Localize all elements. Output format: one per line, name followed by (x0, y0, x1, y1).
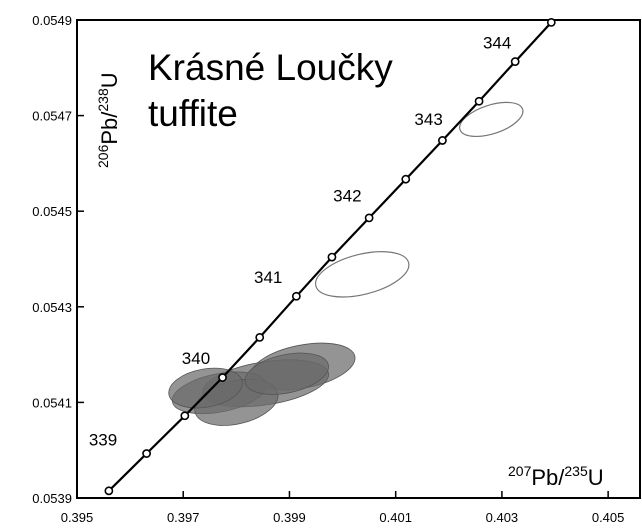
concordia-age-marker (548, 19, 555, 26)
x-axis-label: 207Pb/235U (508, 463, 604, 490)
age-label: 340 (182, 349, 210, 368)
x-tick-label: 0.401 (379, 510, 412, 525)
concordia-age-marker (105, 487, 112, 494)
x-tick-label: 0.395 (61, 510, 94, 525)
error-ellipses (166, 96, 527, 433)
y-tick-label: 0.0539 (32, 491, 72, 506)
concordia-age-marker (219, 374, 226, 381)
concordia-age-marker (181, 412, 188, 419)
concordia-age-marker (293, 293, 300, 300)
concordia-age-marker (439, 137, 446, 144)
plot-frame (77, 20, 640, 498)
y-tick-label: 0.0543 (32, 300, 72, 315)
x-tick-label: 0.405 (592, 510, 625, 525)
y-tick-label: 0.0545 (32, 204, 72, 219)
y-tick-label: 0.0549 (32, 13, 72, 28)
x-tick-label: 0.397 (167, 510, 200, 525)
axis-ticks: 0.395 0.397 0.399 0.401 0.403 0.405 0.0539 0.05… (32, 13, 624, 525)
y-axis-label: 206Pb/238U (95, 72, 122, 168)
age-label: 344 (483, 34, 511, 53)
open-error-ellipse (311, 243, 413, 305)
y-tick-label: 0.0547 (32, 109, 72, 124)
concordia-age-marker (512, 58, 519, 65)
age-label: 339 (89, 430, 117, 449)
age-label: 343 (414, 110, 442, 129)
concordia-age-marker (143, 450, 150, 457)
concordia-age-marker (328, 253, 335, 260)
open-error-ellipse (456, 96, 527, 144)
concordia-age-marker (256, 334, 263, 341)
chart-title: Krásné Loučky (148, 47, 393, 88)
x-tick-label: 0.399 (273, 510, 306, 525)
age-label: 341 (254, 268, 282, 287)
concordia-age-marker (402, 176, 409, 183)
concordia-age-marker (475, 98, 482, 105)
age-label: 342 (333, 187, 361, 206)
concordia-age-marker (366, 214, 373, 221)
x-tick-label: 0.403 (486, 510, 519, 525)
y-tick-label: 0.0541 (32, 395, 72, 410)
concordia-curve (105, 19, 555, 495)
chart-subtitle: tuffite (148, 93, 238, 134)
